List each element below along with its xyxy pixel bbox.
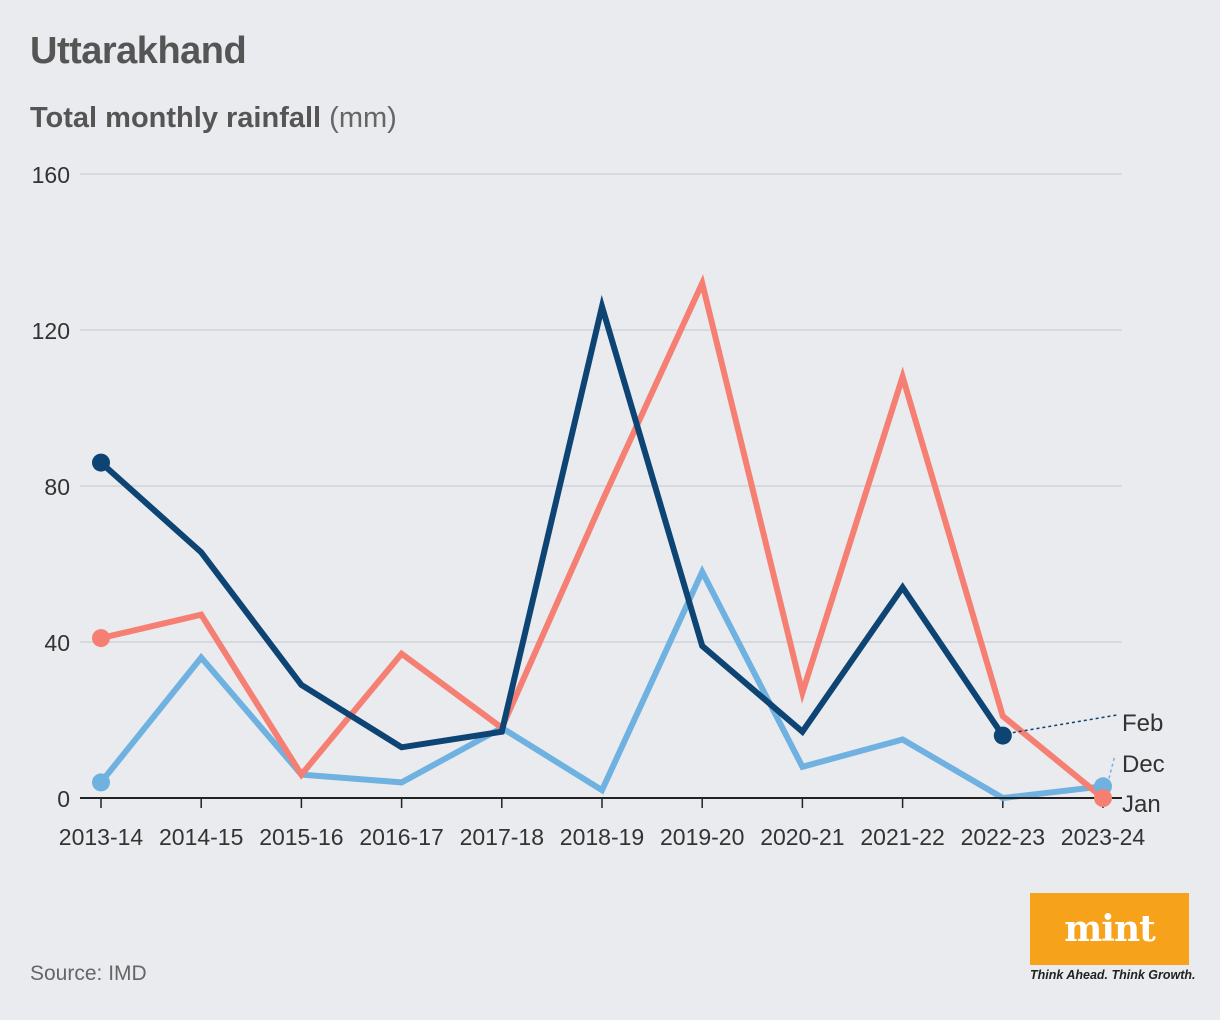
subtitle-text: Total monthly rainfall [30, 102, 322, 134]
x-tick-label: 2016-17 [359, 824, 443, 850]
point-marker-jan [92, 629, 110, 648]
x-tick-label: 2023-24 [1061, 824, 1146, 850]
x-tick-label: 2017-18 [460, 824, 544, 850]
logo-tagline: Think Ahead. Think Growth. [1030, 968, 1196, 982]
subtitle-unit: (mm) [329, 102, 397, 134]
point-marker-jan [1094, 789, 1112, 807]
x-tick-label: 2018-19 [560, 824, 644, 850]
y-tick-label: 40 [44, 630, 70, 656]
x-tick-label: 2019-20 [660, 824, 744, 850]
point-marker-dec [92, 773, 110, 792]
leader-line-dec [1108, 754, 1116, 779]
x-tick-label: 2014-15 [159, 824, 243, 850]
series-label-dec: Dec [1122, 751, 1165, 778]
point-marker-feb [993, 726, 1012, 745]
logo-wordmark: mint [1064, 908, 1156, 950]
series-line-dec [98, 564, 1104, 802]
chart-title: Uttarakhand [30, 30, 247, 72]
series-line-feb [98, 294, 1006, 751]
y-tick-label: 0 [57, 786, 70, 812]
x-tick-label: 2021-22 [860, 824, 944, 850]
series-line-jan [100, 274, 1105, 801]
line-chart: 0 40 80 120 160 2013-14 2014-15 2015-16 2016-17 2… [32, 162, 1165, 850]
y-tick-label: 120 [32, 318, 70, 344]
y-tick-label: 80 [44, 474, 70, 500]
x-tick-label: 2022-23 [961, 824, 1045, 850]
x-tick-label: 2015-16 [259, 824, 343, 850]
chart-subtitle: Total monthly rainfall (mm) [30, 102, 397, 135]
y-tick-label: 160 [32, 162, 70, 188]
source-note: Source: IMD [30, 962, 147, 985]
series-label-jan: Jan [1122, 791, 1161, 818]
leader-line-feb [1012, 714, 1118, 734]
x-tick-label: 2020-21 [760, 824, 844, 850]
point-marker-feb [92, 453, 110, 472]
x-tick-label: 2013-14 [59, 824, 144, 850]
series-label-feb: Feb [1122, 710, 1163, 737]
mint-logo: mint [1030, 893, 1189, 965]
